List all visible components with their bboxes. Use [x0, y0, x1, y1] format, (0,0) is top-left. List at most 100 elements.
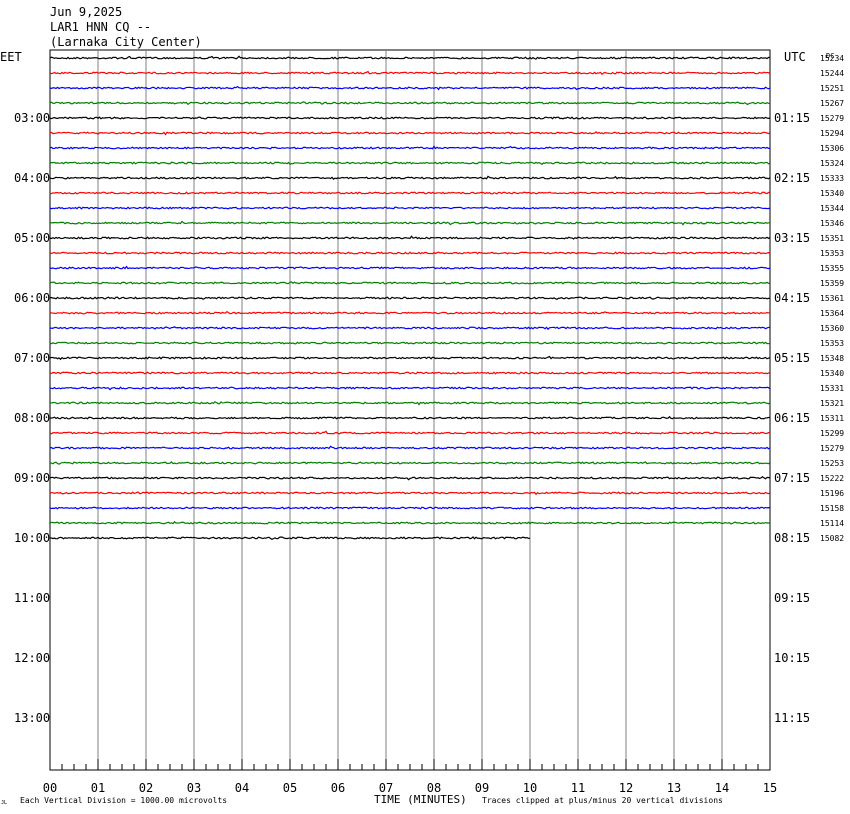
trace-row-22: [49, 371, 771, 375]
x-tick-label: 03: [187, 781, 201, 795]
trace-row-28: [49, 461, 771, 465]
x-tick-label: 07: [379, 781, 393, 795]
trace-row-10: [49, 191, 771, 195]
trace-row-6: [49, 131, 771, 136]
left-hour-label: 07:00: [14, 351, 50, 365]
trace-row-25: [49, 415, 771, 420]
left-hour-labels: 03:00 04:00 05:00 06:00 07:00 08:00 09:00 10:00…: [14, 111, 50, 725]
left-hour-label: 09:00: [14, 471, 50, 485]
dc-value: 15251: [820, 84, 844, 93]
dc-value: 15306: [820, 144, 844, 153]
dc-value: 15158: [820, 504, 844, 513]
left-hour-label: 06:00: [14, 291, 50, 305]
traces: [49, 55, 771, 540]
right-hour-label: 07:15: [774, 471, 810, 485]
x-axis: 00 01 02 03 04 05 06 07 08 09 10 11 12 13 14 15: [43, 759, 777, 795]
dc-value: 15311: [820, 414, 844, 423]
dc-value: 15234: [820, 54, 844, 63]
dc-value: 15351: [820, 234, 844, 243]
trace-row-7: [49, 145, 771, 150]
x-tick-label: 12: [619, 781, 633, 795]
trace-row-5: [49, 116, 771, 120]
x-tick-label: 14: [715, 781, 729, 795]
header-date: Jun 9,2025: [50, 5, 122, 19]
trace-row-24: [49, 401, 771, 406]
header-location: (Larnaka City Center): [50, 35, 202, 49]
trace-row-19: [49, 326, 771, 331]
dc-value: 15253: [820, 459, 844, 468]
left-hour-label: 05:00: [14, 231, 50, 245]
dc-value: 15344: [820, 204, 844, 213]
trace-row-3: [49, 85, 771, 91]
x-tick-label: 05: [283, 781, 297, 795]
x-tick-label: 04: [235, 781, 249, 795]
dc-value: 15279: [820, 114, 844, 123]
footer-right-note: Traces clipped at plus/minus 20 vertical…: [482, 796, 723, 805]
right-hour-label: 02:15: [774, 171, 810, 185]
dc-value: 15196: [820, 489, 844, 498]
trace-row-17: [49, 296, 771, 301]
dc-value: 15082: [820, 534, 844, 543]
dc-value: 15331: [820, 384, 844, 393]
right-hour-label: 11:15: [774, 711, 810, 725]
dc-value: 15359: [820, 279, 844, 288]
dc-value: 15222: [820, 474, 844, 483]
x-axis-title: TIME (MINUTES): [374, 793, 467, 806]
trace-row-14: [49, 251, 771, 255]
footer-left-note: Each Vertical Division = 1000.00 microvo…: [20, 796, 227, 805]
x-tick-label: 08: [427, 781, 441, 795]
right-hour-label: 04:15: [774, 291, 810, 305]
left-hour-label: 13:00: [14, 711, 50, 725]
dc-value: 15294: [820, 129, 844, 138]
right-hour-label: 10:15: [774, 651, 810, 665]
left-zone-label: EET: [0, 50, 22, 64]
trace-row-8: [49, 161, 771, 166]
left-hour-label: 08:00: [14, 411, 50, 425]
dc-value: 15244: [820, 69, 844, 78]
x-tick-label: 13: [667, 781, 681, 795]
dc-value: 15346: [820, 219, 844, 228]
dc-value: 15333: [820, 174, 844, 183]
right-hour-label: 05:15: [774, 351, 810, 365]
dc-value: 15114: [820, 519, 844, 528]
trace-row-32: [49, 520, 771, 525]
x-tick-label: 02: [139, 781, 153, 795]
trace-row-30: [49, 491, 771, 496]
corner-mark: JL: [1, 800, 7, 806]
right-hour-label: 08:15: [774, 531, 810, 545]
dc-value: 15299: [820, 429, 844, 438]
x-tick-label: 06: [331, 781, 345, 795]
dc-values: 15234 15244 15251 15267 15279 15294 15306 15324…: [820, 54, 844, 543]
dc-label: DC: [826, 52, 834, 60]
right-hour-label: 09:15: [774, 591, 810, 605]
x-tick-label: 10: [523, 781, 537, 795]
dc-value: 15360: [820, 324, 844, 333]
trace-row-1: [49, 55, 771, 60]
trace-row-33: [49, 536, 531, 540]
dc-value: 15340: [820, 189, 844, 198]
left-hour-label: 12:00: [14, 651, 50, 665]
x-tick-label: 09: [475, 781, 489, 795]
trace-row-23: [49, 386, 771, 391]
x-tick-label: 01: [91, 781, 105, 795]
dc-value: 15279: [820, 444, 844, 453]
trace-row-13: [49, 235, 771, 240]
dc-value: 15364: [820, 309, 844, 318]
trace-row-11: [49, 206, 771, 210]
trace-row-4: [49, 101, 771, 106]
trace-row-27: [49, 445, 771, 450]
dc-value: 15340: [820, 369, 844, 378]
right-hour-label: 01:15: [774, 111, 810, 125]
dc-value: 15321: [820, 399, 844, 408]
left-hour-label: 10:00: [14, 531, 50, 545]
trace-row-26: [49, 430, 771, 435]
trace-row-29: [49, 475, 771, 481]
x-tick-label: 11: [571, 781, 585, 795]
right-hour-labels: 01:15 02:15 03:15 04:15 05:15 06:15 07:15 08:15…: [774, 111, 810, 725]
left-hour-label: 04:00: [14, 171, 50, 185]
right-hour-label: 06:15: [774, 411, 810, 425]
trace-row-21: [49, 355, 771, 361]
dc-value: 15353: [820, 339, 844, 348]
dc-value: 15353: [820, 249, 844, 258]
